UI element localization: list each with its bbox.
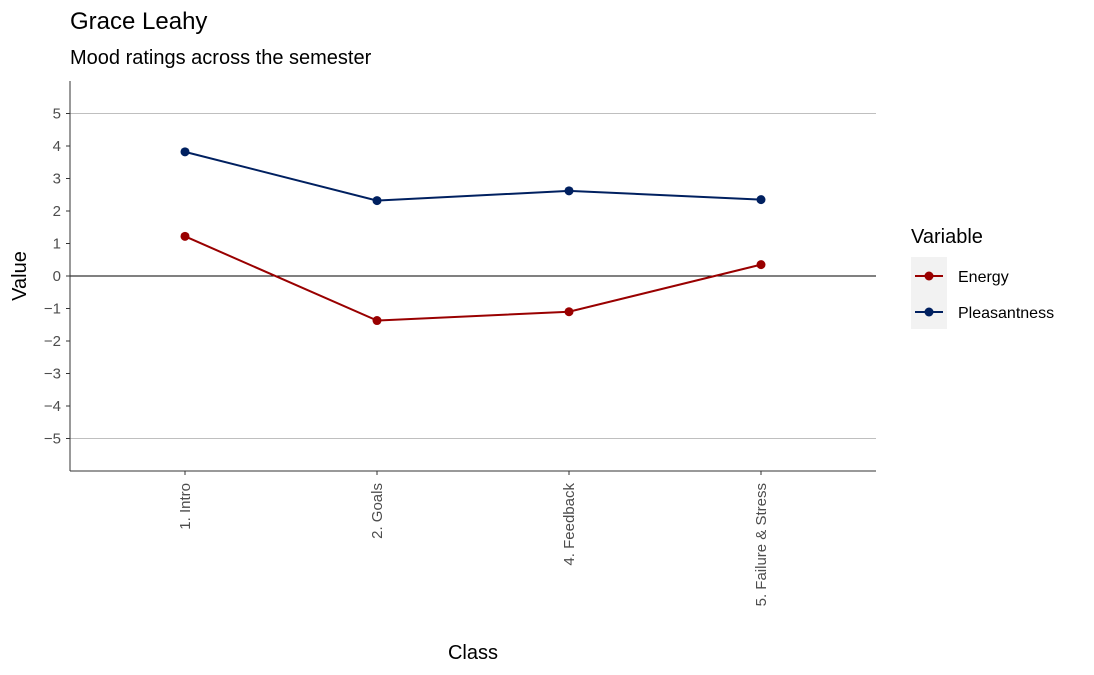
y-axis-ticks: 5 4 3 2 1 0 −1 −2 −3 −4 −5 [44, 106, 70, 448]
data-point-energy [372, 316, 382, 326]
legend-label: Energy [958, 269, 1009, 286]
data-point-pleasantness [564, 186, 574, 196]
x-tick-label: 1. Intro [177, 483, 194, 530]
legend-items: Energy Pleasantness [915, 269, 1054, 322]
y-tick-label: −5 [44, 431, 61, 448]
x-tick-label: 4. Feedback [561, 483, 578, 566]
series-line-pleasantness [184, 150, 762, 202]
series-lines [184, 150, 762, 322]
data-point-energy [180, 231, 190, 241]
data-point-energy [756, 260, 766, 270]
x-axis-ticks: 1. Intro 2. Goals 4. Feedback 5. Failure & … [177, 471, 770, 606]
x-axis-title: Class [448, 642, 498, 664]
legend-key-point [924, 271, 934, 281]
legend: Variable Energy Pleasantness [911, 226, 1054, 329]
legend-label: Pleasantness [958, 305, 1054, 322]
data-point-energy [564, 307, 574, 317]
series-line-energy [184, 235, 762, 322]
series-points [180, 147, 766, 326]
x-tick-label: 5. Failure & Stress [753, 483, 770, 606]
plot-area: 5 4 3 2 1 0 −1 −2 −3 −4 −5 1. Intro 2. Goals 4. Feed… [44, 81, 876, 606]
y-tick-label: 1 [53, 236, 61, 253]
y-tick-label: −3 [44, 366, 61, 383]
data-point-pleasantness [756, 195, 766, 205]
y-tick-label: −4 [44, 398, 61, 415]
y-tick-label: 4 [53, 138, 61, 155]
y-axis-title: Value [9, 251, 31, 301]
data-point-pleasantness [372, 196, 382, 206]
legend-key-background [911, 257, 947, 329]
legend-key-point [924, 307, 934, 317]
y-tick-label: 0 [53, 268, 61, 285]
y-tick-label: 2 [53, 203, 61, 220]
y-tick-label: −2 [44, 333, 61, 350]
y-tick-label: −1 [44, 301, 61, 318]
y-tick-label: 3 [53, 171, 61, 188]
reference-lines [70, 113, 876, 439]
chart-title: Grace Leahy [70, 8, 207, 35]
data-point-pleasantness [180, 147, 190, 157]
x-tick-label: 2. Goals [369, 483, 386, 539]
legend-title: Variable [911, 226, 983, 248]
y-tick-label: 5 [53, 106, 61, 123]
chart-subtitle: Mood ratings across the semester [70, 47, 372, 69]
